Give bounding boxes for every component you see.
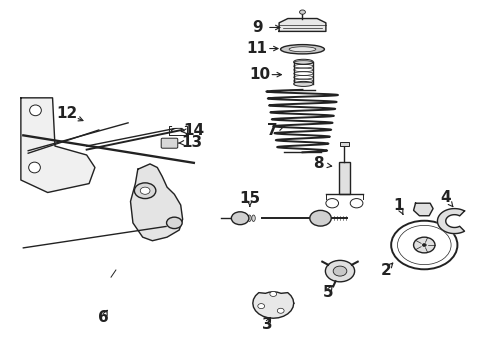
Ellipse shape bbox=[252, 215, 255, 221]
Circle shape bbox=[277, 308, 284, 313]
Ellipse shape bbox=[240, 215, 243, 221]
Ellipse shape bbox=[29, 162, 40, 173]
Text: 9: 9 bbox=[252, 20, 263, 35]
Ellipse shape bbox=[281, 45, 324, 54]
Circle shape bbox=[414, 237, 435, 253]
Text: 2: 2 bbox=[381, 262, 392, 278]
Text: 7: 7 bbox=[267, 123, 278, 138]
Ellipse shape bbox=[244, 215, 247, 221]
Circle shape bbox=[325, 260, 355, 282]
Polygon shape bbox=[414, 203, 433, 216]
Text: 8: 8 bbox=[313, 157, 323, 171]
Circle shape bbox=[299, 10, 305, 14]
Text: 1: 1 bbox=[393, 198, 404, 212]
Bar bbox=[339, 162, 350, 194]
Ellipse shape bbox=[30, 105, 41, 116]
Circle shape bbox=[333, 266, 347, 276]
Text: 14: 14 bbox=[183, 123, 204, 138]
FancyBboxPatch shape bbox=[161, 138, 178, 148]
Ellipse shape bbox=[294, 81, 313, 86]
Text: 5: 5 bbox=[322, 285, 333, 300]
Polygon shape bbox=[130, 164, 183, 241]
Circle shape bbox=[422, 244, 426, 247]
Circle shape bbox=[140, 187, 150, 194]
Text: 11: 11 bbox=[246, 41, 268, 56]
Polygon shape bbox=[21, 98, 95, 193]
Polygon shape bbox=[253, 292, 294, 318]
Circle shape bbox=[134, 183, 156, 199]
Circle shape bbox=[231, 212, 249, 225]
Text: 13: 13 bbox=[181, 135, 202, 150]
Text: 6: 6 bbox=[98, 310, 109, 325]
Text: 15: 15 bbox=[239, 192, 260, 206]
Polygon shape bbox=[438, 208, 465, 234]
Text: 4: 4 bbox=[441, 190, 451, 205]
Circle shape bbox=[310, 210, 331, 226]
Ellipse shape bbox=[248, 215, 251, 221]
Circle shape bbox=[167, 217, 182, 229]
Ellipse shape bbox=[294, 59, 313, 64]
Text: 10: 10 bbox=[249, 67, 270, 82]
Circle shape bbox=[258, 303, 265, 309]
Text: 3: 3 bbox=[262, 317, 272, 332]
Polygon shape bbox=[279, 18, 326, 31]
Text: 12: 12 bbox=[56, 107, 78, 121]
Ellipse shape bbox=[289, 47, 316, 52]
Bar bbox=[340, 142, 349, 146]
Circle shape bbox=[270, 292, 277, 296]
